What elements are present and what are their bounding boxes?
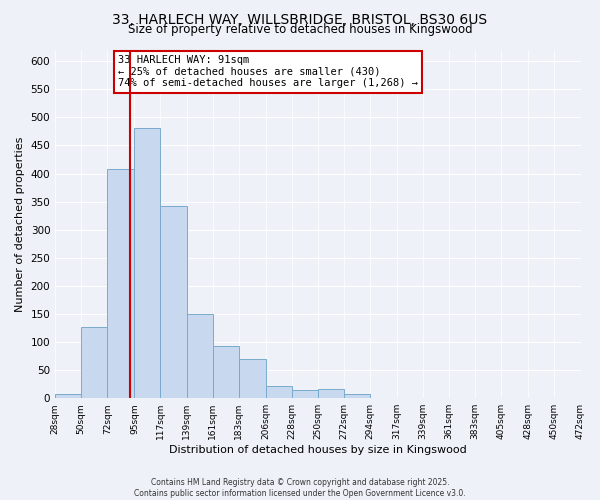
Bar <box>344 394 370 398</box>
Bar <box>266 386 292 398</box>
Bar <box>187 314 212 398</box>
Bar <box>160 206 187 398</box>
Text: 33, HARLECH WAY, WILLSBRIDGE, BRISTOL, BS30 6US: 33, HARLECH WAY, WILLSBRIDGE, BRISTOL, B… <box>112 12 488 26</box>
X-axis label: Distribution of detached houses by size in Kingswood: Distribution of detached houses by size … <box>169 445 467 455</box>
Text: Size of property relative to detached houses in Kingswood: Size of property relative to detached ho… <box>128 22 472 36</box>
Bar <box>239 359 266 398</box>
Bar <box>55 394 81 398</box>
Y-axis label: Number of detached properties: Number of detached properties <box>15 136 25 312</box>
Bar <box>318 389 344 398</box>
Bar <box>212 346 239 398</box>
Text: 33 HARLECH WAY: 91sqm
← 25% of detached houses are smaller (430)
74% of semi-det: 33 HARLECH WAY: 91sqm ← 25% of detached … <box>118 55 418 88</box>
Bar <box>81 327 107 398</box>
Bar <box>292 390 318 398</box>
Text: Contains HM Land Registry data © Crown copyright and database right 2025.
Contai: Contains HM Land Registry data © Crown c… <box>134 478 466 498</box>
Bar <box>134 128 160 398</box>
Bar <box>107 169 134 398</box>
